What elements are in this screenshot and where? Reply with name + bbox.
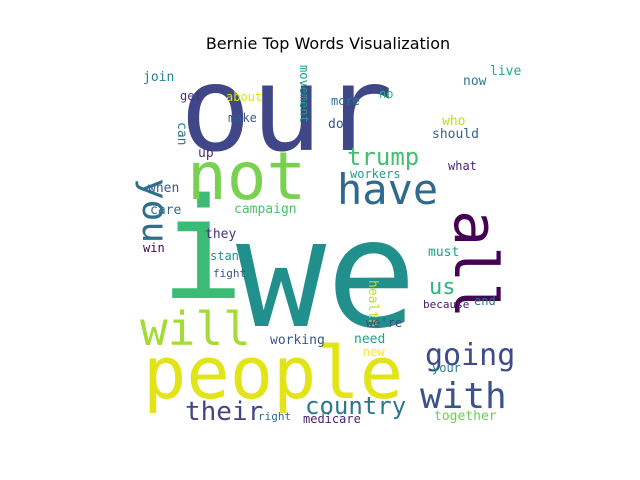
word-because: because xyxy=(423,298,469,311)
word-must: must xyxy=(428,245,459,260)
word-more: more xyxy=(331,94,360,108)
word-fight: fight xyxy=(213,267,246,280)
word-make: make xyxy=(228,111,257,125)
word-medicare: medicare xyxy=(303,412,361,426)
word-people: people xyxy=(143,331,403,415)
word-trump: trump xyxy=(347,143,419,171)
word-country: country xyxy=(305,392,406,420)
word-i: i xyxy=(160,169,244,332)
word-our: our xyxy=(180,40,393,178)
word-what: what xyxy=(448,159,477,173)
word-going: going xyxy=(425,338,515,373)
word-can: can xyxy=(174,122,189,145)
word-have: have xyxy=(337,165,438,214)
word-all: all xyxy=(440,210,510,318)
word-working: working xyxy=(270,333,325,348)
word-who: who xyxy=(442,114,465,129)
word-end: end xyxy=(474,294,496,308)
word-stand: stand xyxy=(210,249,246,263)
word-care: care xyxy=(150,203,181,218)
word-need: need xyxy=(354,332,385,347)
word-their: their xyxy=(185,397,263,427)
word-right: right xyxy=(258,410,291,423)
word-up: up xyxy=(198,146,214,161)
word-new: new xyxy=(363,345,385,359)
word-about: about xyxy=(226,90,262,104)
word-they: they xyxy=(205,227,236,242)
word-win: win xyxy=(143,241,165,255)
word-not: not xyxy=(187,138,306,215)
chart-title: Bernie Top Words Visualization xyxy=(206,34,450,53)
word-get: get xyxy=(180,89,202,103)
word-live: live xyxy=(490,64,521,79)
word-do: do xyxy=(328,117,344,132)
word-your: your xyxy=(432,361,461,375)
word-now: now xyxy=(463,74,487,89)
word-were: we're xyxy=(366,316,402,330)
word-when: when xyxy=(148,181,179,196)
word-no: no xyxy=(379,87,393,101)
word-together: together xyxy=(434,409,497,424)
word-should: should xyxy=(432,127,479,142)
word-with: with xyxy=(420,376,507,417)
word-you: you xyxy=(134,178,175,243)
word-campaign: campaign xyxy=(234,202,297,217)
word-we: we xyxy=(236,188,417,362)
word-workers: workers xyxy=(350,167,401,181)
word-will: will xyxy=(140,302,251,356)
word-us: us xyxy=(429,275,456,300)
word-health: health xyxy=(365,280,380,327)
word-movement: movement xyxy=(297,65,311,123)
word-join: join xyxy=(143,70,174,85)
